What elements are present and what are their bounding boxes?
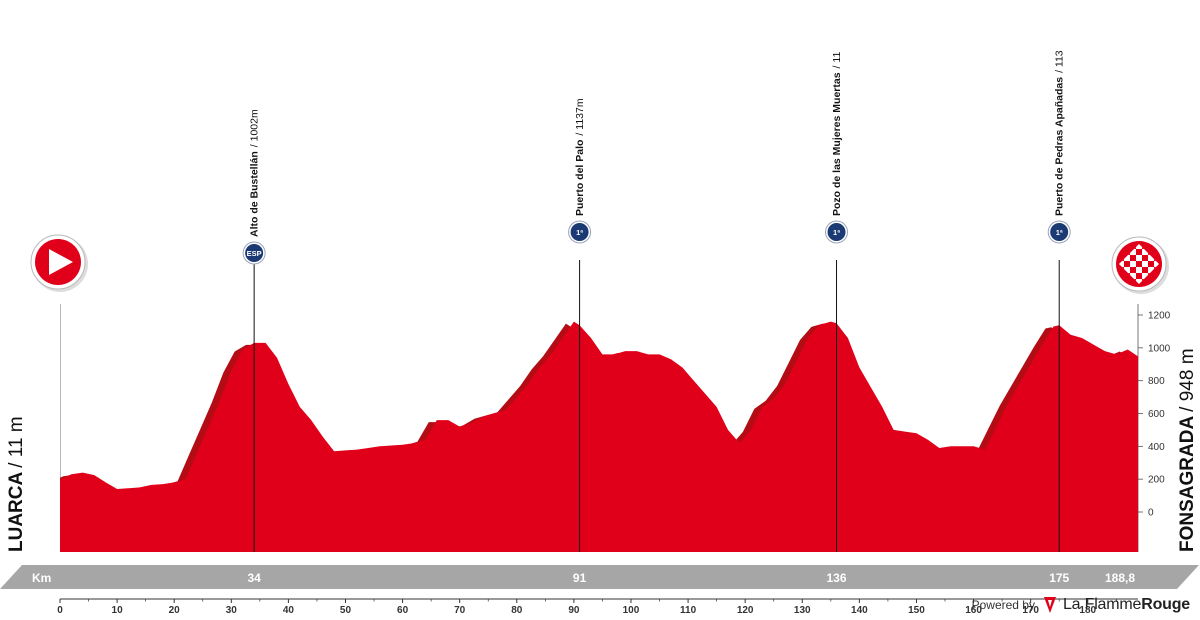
km-band-marker: 136: [827, 571, 847, 585]
climb-annotations: ESP Alto de Bustellán/ 1002m 1ª Puerto del …: [242, 50, 1071, 552]
km-band-markers: 34 91 136 175: [247, 571, 1069, 585]
x-tick-label: 160: [965, 605, 982, 616]
km-band-label: Km: [32, 571, 51, 585]
climb-badge-text: 1ª: [576, 228, 583, 237]
y-tick-label-right: 1000: [1148, 343, 1171, 354]
x-tick-label: 70: [454, 605, 466, 616]
km-band-total: 188,8: [1105, 571, 1135, 585]
finish-label: FONSAGRADA/ 948 m: [1177, 348, 1198, 552]
climb-label: Alto de Bustellán/ 1002m: [249, 109, 261, 237]
climb-badge-text: 1ª: [1056, 228, 1063, 237]
footer-credit: Powered by La FlammeRouge: [972, 594, 1190, 616]
y-tick-label-right: 800: [1148, 376, 1165, 387]
x-tick-label: 130: [794, 605, 811, 616]
start-label: LUARCA/ 11 m: [6, 416, 27, 552]
x-tick-label: 110: [680, 605, 697, 616]
x-tick-label: 170: [1022, 605, 1039, 616]
y-tick-label-right: 600: [1148, 409, 1165, 420]
x-tick-label: 140: [851, 605, 868, 616]
x-axis: 0 10 20 30 40 50 60 70 80 90 100 110 120 130 140 150 160…: [57, 598, 1138, 616]
climb-badge-fill: [570, 223, 589, 241]
start-icon: [30, 234, 88, 292]
km-band-marker: 175: [1049, 571, 1069, 585]
y-tick-label-right: 0: [1148, 508, 1154, 519]
y-tick-label-right: 1200: [1148, 311, 1171, 322]
climb-annotation: ESP Alto de Bustellán/ 1002m: [242, 109, 266, 552]
climb-annotation: 1ª Puerto de Pedras Apañadas/ 113: [1047, 50, 1071, 552]
elevation-profile: [0, 300, 1138, 560]
x-tick-label: 120: [737, 605, 754, 616]
powered-by-label: Powered by: [971, 598, 1035, 612]
x-tick-label: 10: [112, 605, 124, 616]
km-band: Km 34 91 136 175 188,8: [0, 565, 1199, 589]
climb-label: Puerto del Palo/ 1137m: [574, 98, 586, 216]
brand-name: La FlammeRouge: [1062, 596, 1190, 613]
climb-badge-text: ESP: [247, 249, 262, 258]
climb-badge-fill: [1050, 223, 1069, 241]
km-band-marker: 34: [247, 571, 261, 585]
x-tick-label: 20: [169, 605, 181, 616]
y-tick-label-right: 200: [1148, 475, 1165, 486]
x-tick-label: 90: [568, 605, 580, 616]
climb-label: Pozo de las Mujeres Muertas/ 11: [831, 52, 843, 216]
x-tick-label: 0: [57, 605, 63, 616]
finish-icon: [1111, 236, 1169, 294]
x-tick-label: 30: [226, 605, 238, 616]
x-tick-label: 100: [623, 605, 640, 616]
y-axis-right: 0 200 400 600 800 1000 1200: [1137, 304, 1171, 552]
climb-label: Puerto de Pedras Apañadas/ 113: [1054, 50, 1066, 216]
x-tick-label: 80: [511, 605, 523, 616]
y-tick-label-right: 400: [1148, 442, 1165, 453]
profile-area: [60, 321, 1138, 552]
km-band-marker: 91: [573, 571, 587, 585]
climb-annotation: 1ª Pozo de las Mujeres Muertas/ 11: [825, 52, 849, 552]
climb-badge-fill: [245, 244, 264, 262]
flamme-rouge-logo-icon: [1043, 597, 1056, 613]
climb-badge-text: 1ª: [833, 228, 840, 237]
x-tick-label: 60: [397, 605, 409, 616]
x-tick-label: 180: [1079, 605, 1096, 616]
climb-badge-fill: [827, 223, 846, 241]
x-tick-label: 50: [340, 605, 352, 616]
x-tick-label: 40: [283, 605, 295, 616]
climb-annotation: 1ª Puerto del Palo/ 1137m: [568, 98, 592, 552]
x-tick-label: 150: [908, 605, 925, 616]
